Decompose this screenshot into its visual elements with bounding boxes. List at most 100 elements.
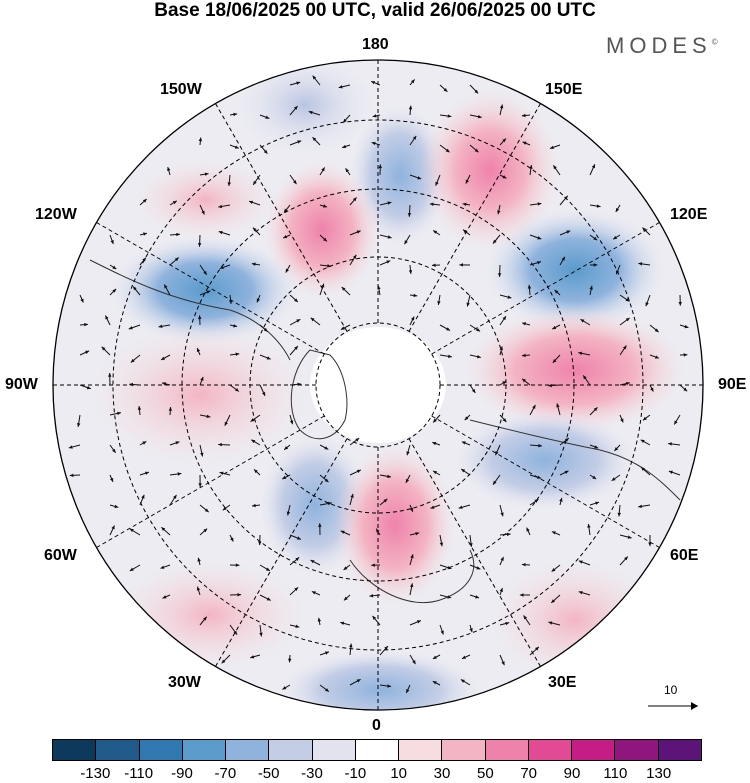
wind-arrow (406, 444, 411, 456)
wind-arrow (527, 284, 532, 296)
north-america-coast (89, 259, 291, 361)
wind-arrow (499, 380, 507, 386)
wind-arrow (308, 110, 321, 116)
wind-arrow (461, 441, 471, 446)
wind-arrow (469, 564, 481, 570)
wind-arrow (199, 172, 209, 176)
wind-arrow (589, 407, 598, 416)
wind-arrow (521, 322, 531, 326)
wind-arrow (617, 504, 622, 517)
wind-arrow (379, 474, 392, 479)
wind-arrow (589, 204, 601, 208)
colorbar-bin (139, 740, 183, 760)
wind-arrow (469, 114, 482, 119)
wind-arrow (649, 324, 659, 333)
colorbar-tick-label: -30 (301, 765, 323, 782)
wind-arrow (219, 471, 231, 476)
anomaly-neg-0 (280, 650, 480, 710)
wind-arrow (619, 317, 630, 326)
wind-arrow (529, 443, 543, 448)
wind-arrow (462, 229, 471, 236)
wind-arrow (130, 354, 141, 363)
wind-arrow (229, 384, 240, 392)
wind-arrow (289, 294, 299, 303)
wind-arrow (161, 526, 171, 536)
wind-arrow (679, 353, 688, 357)
wind-arrow (256, 294, 261, 303)
colorbar-bin (528, 740, 573, 760)
wind-arrow (129, 528, 141, 536)
wind-arrow (312, 75, 321, 86)
meridian-line (431, 222, 660, 355)
wind-vectors (68, 75, 689, 694)
wind-arrow (379, 645, 389, 656)
wind-arrow (343, 564, 351, 571)
colorbar-tick-label: 90 (563, 765, 581, 782)
wind-arrow (318, 523, 322, 536)
wind-arrow (668, 470, 681, 476)
wind-arrow (139, 198, 148, 206)
colorbar-tick-label: 70 (520, 765, 537, 782)
wind-arrow (69, 473, 81, 478)
wind-arrow (552, 165, 561, 176)
wind-arrow (499, 556, 504, 566)
wind-arrow (288, 654, 292, 663)
wind-arrow (319, 684, 330, 693)
wind-arrow (409, 583, 414, 596)
wind-arrow (160, 354, 171, 361)
wind-arrow (521, 353, 531, 358)
wind-arrow (469, 84, 479, 94)
wind-arrow (559, 195, 569, 206)
wind-arrow (289, 624, 300, 628)
wind-arrow (582, 375, 591, 386)
wind-arrow (109, 525, 115, 536)
wind-arrow (405, 474, 411, 484)
wind-arrow (259, 144, 268, 155)
wind-arrow (282, 234, 291, 239)
brand-text: MODES (606, 33, 712, 58)
wind-arrow (439, 534, 444, 547)
wind-arrow (435, 174, 441, 186)
meridian-line (408, 103, 541, 332)
colorbar-tick-label: -70 (214, 765, 237, 782)
wind-arrow (642, 414, 651, 421)
wind-arrow (169, 257, 180, 266)
colorbar-bin (182, 740, 227, 760)
colorbar (52, 739, 702, 761)
wind-arrow (163, 284, 171, 296)
wind-arrow (432, 414, 441, 423)
wind-arrow (137, 406, 142, 416)
wind-arrow (460, 679, 471, 686)
wind-arrow (199, 414, 211, 419)
colorbar-tick-label: -90 (171, 765, 193, 782)
wind-arrow (132, 286, 141, 296)
wind-arrow (548, 383, 561, 388)
meridian-line (96, 222, 325, 355)
wind-arrow (169, 494, 177, 506)
wind-arrow (289, 534, 302, 540)
anomaly-pos-90e (465, 308, 685, 432)
wind-arrow (319, 283, 325, 296)
wind-arrow (319, 264, 332, 268)
wind-arrow (161, 382, 171, 386)
wind-arrow (312, 136, 321, 146)
colorbar-bin (53, 740, 97, 760)
longitude-label-0: 0 (372, 717, 381, 734)
colorbar-bin (312, 740, 356, 760)
wind-arrow (349, 469, 362, 476)
wind-arrow (529, 474, 542, 479)
wind-arrow (578, 351, 591, 356)
wind-arrow (169, 200, 178, 206)
wind-arrow (197, 315, 202, 326)
wind-arrow (229, 352, 240, 356)
wind-arrow (559, 470, 569, 476)
wind-arrow (349, 437, 360, 446)
colorbar-tick-label: -130 (80, 765, 111, 782)
wind-arrow (432, 680, 441, 686)
wind-arrow (222, 504, 231, 511)
wind-arrow (162, 594, 171, 599)
wind-arrow (619, 414, 624, 423)
wind-arrow (589, 263, 598, 267)
colorbar-tick-label: 130 (646, 765, 672, 782)
wind-arrow (461, 654, 471, 660)
